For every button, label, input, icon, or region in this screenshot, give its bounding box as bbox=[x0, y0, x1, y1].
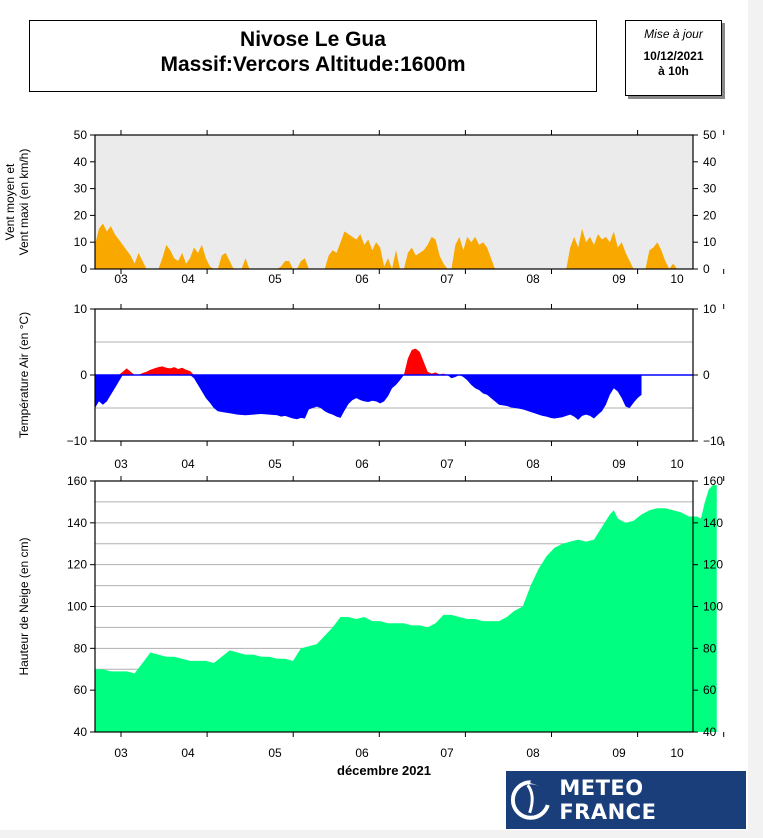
y-tick-label-left: 40 bbox=[74, 725, 88, 739]
y-tick-label-left: 20 bbox=[74, 208, 88, 222]
y-tick-label-left: 160 bbox=[67, 474, 87, 488]
x-tick-label: 09 bbox=[612, 457, 626, 471]
update-label: Mise à jour bbox=[644, 27, 703, 41]
update-time: à 10h bbox=[658, 64, 689, 78]
y-tick-label-right: 10 bbox=[703, 235, 717, 249]
x-tick-label: 03 bbox=[114, 457, 128, 471]
wind-area bbox=[95, 223, 678, 269]
x-tick-label: 10 bbox=[670, 457, 684, 471]
x-tick-label: 04 bbox=[181, 746, 195, 760]
station-title: Nivose Le Gua bbox=[240, 28, 386, 51]
y-axis-title: Température Air (en °C) bbox=[17, 312, 31, 438]
update-box: Mise à jour 10/12/2021 à 10h bbox=[625, 20, 722, 96]
y-tick-label-right: 0 bbox=[703, 262, 710, 276]
x-tick-label: 09 bbox=[612, 746, 626, 760]
station-subtitle: Massif:Vercors Altitude:1600m bbox=[160, 53, 466, 76]
y-tick-label-left: 0 bbox=[80, 368, 87, 382]
x-tick-label: 05 bbox=[268, 272, 282, 286]
y-tick-label-left: 10 bbox=[74, 235, 88, 249]
x-tick-label: 03 bbox=[114, 272, 128, 286]
y-tick-label-left: 80 bbox=[74, 641, 88, 655]
x-tick-label: 07 bbox=[440, 746, 454, 760]
y-tick-label-right: 30 bbox=[703, 182, 717, 196]
y-tick-label-right: 60 bbox=[703, 683, 717, 697]
x-tick-label: 06 bbox=[355, 272, 369, 286]
meteo-france-logo[interactable]: METEO FRANCE bbox=[506, 771, 746, 829]
x-tick-label: 04 bbox=[181, 272, 195, 286]
y-tick-label-right: 50 bbox=[703, 128, 717, 142]
x-tick-label: 07 bbox=[440, 457, 454, 471]
y-tick-label-left: 100 bbox=[67, 600, 87, 614]
y-tick-label-left: 10 bbox=[74, 302, 88, 316]
x-tick-label: 04 bbox=[181, 457, 195, 471]
y-tick-label-right: 40 bbox=[703, 155, 717, 169]
x-axis-title: décembre 2021 bbox=[337, 763, 431, 778]
y-tick-label-right: 80 bbox=[703, 641, 717, 655]
y-tick-label-right: 10 bbox=[703, 302, 717, 316]
y-tick-label-right: 0 bbox=[703, 368, 710, 382]
y-tick-label-right: 120 bbox=[703, 558, 723, 572]
x-tick-label: 08 bbox=[526, 746, 540, 760]
y-axis-title-line1: Vent moyen et bbox=[3, 163, 17, 240]
y-tick-label-left: 30 bbox=[74, 182, 88, 196]
y-tick-label-left: 140 bbox=[67, 516, 87, 530]
y-axis-title: Hauteur de Neige (en cm) bbox=[17, 537, 31, 675]
y-tick-label-left: 0 bbox=[80, 262, 87, 276]
y-tick-label-left: −10 bbox=[67, 434, 88, 448]
y-tick-label-right: 100 bbox=[703, 600, 723, 614]
y-tick-label-left: 50 bbox=[74, 128, 88, 142]
y-tick-label-right: 40 bbox=[703, 725, 717, 739]
y-tick-label-left: 40 bbox=[74, 155, 88, 169]
brand-name: METEO FRANCE bbox=[559, 776, 657, 824]
snow-depth-area bbox=[95, 485, 717, 732]
temperature-negative-area bbox=[95, 375, 642, 420]
y-tick-label-right: 160 bbox=[703, 474, 723, 488]
x-tick-label: 08 bbox=[526, 457, 540, 471]
temperature-positive-area bbox=[95, 348, 642, 375]
y-tick-label-right: 20 bbox=[703, 208, 717, 222]
y-tick-label-left: 60 bbox=[74, 683, 88, 697]
meteo-france-swirl-icon bbox=[510, 777, 551, 820]
x-tick-label: 10 bbox=[670, 272, 684, 286]
x-tick-label: 09 bbox=[612, 272, 626, 286]
x-tick-label: 06 bbox=[355, 746, 369, 760]
x-tick-label: 05 bbox=[268, 746, 282, 760]
x-tick-label: 05 bbox=[268, 457, 282, 471]
title-box: Nivose Le Gua Massif:Vercors Altitude:16… bbox=[29, 20, 597, 92]
y-axis-title-line2: Vent maxi (en km/h) bbox=[17, 149, 31, 256]
update-date: 10/12/2021 bbox=[643, 49, 704, 63]
x-tick-label: 08 bbox=[526, 272, 540, 286]
x-tick-label: 03 bbox=[114, 746, 128, 760]
y-tick-label-left: 120 bbox=[67, 558, 87, 572]
plot-frame-1 bbox=[94, 134, 694, 270]
x-tick-label: 06 bbox=[355, 457, 369, 471]
y-tick-label-right: 140 bbox=[703, 516, 723, 530]
y-tick-label-right: −10 bbox=[703, 434, 724, 448]
x-tick-label: 10 bbox=[670, 746, 684, 760]
x-tick-label: 07 bbox=[440, 272, 454, 286]
